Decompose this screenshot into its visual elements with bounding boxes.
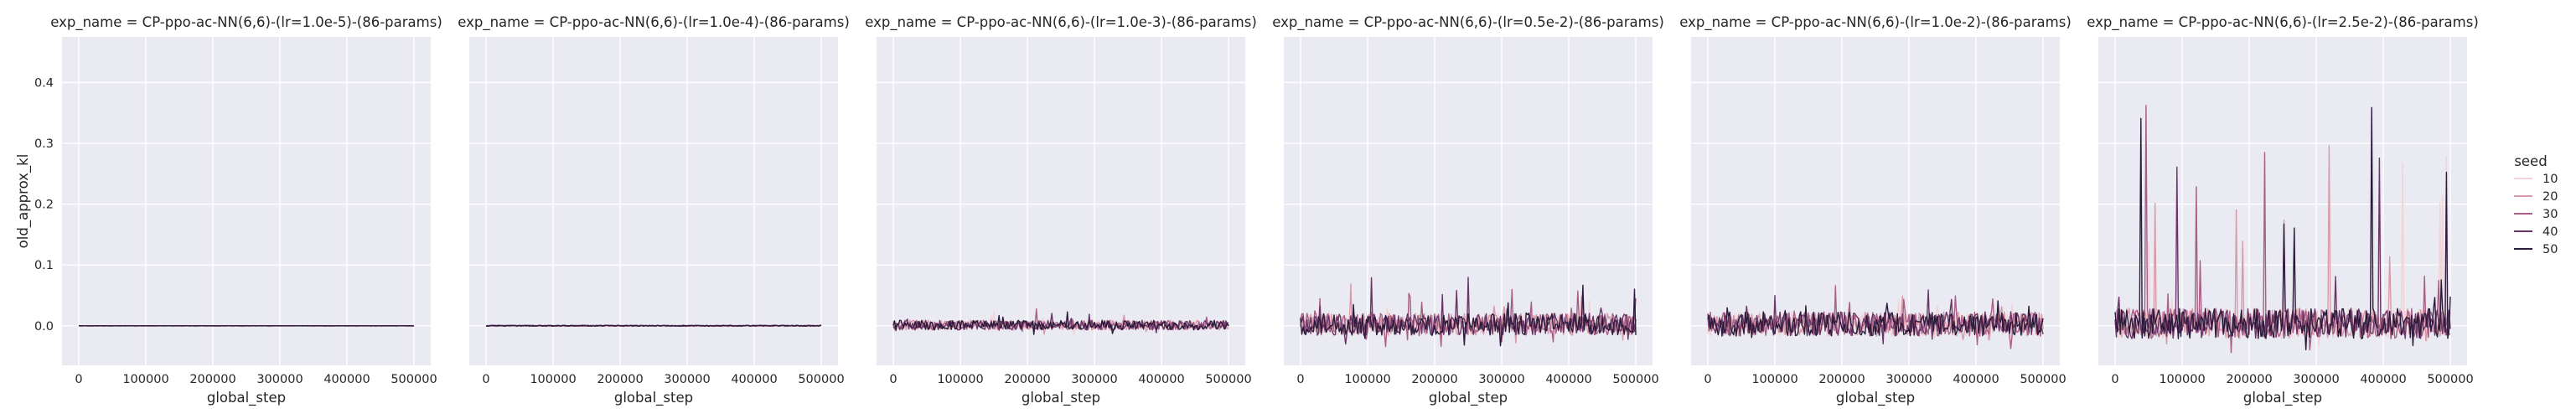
x-tick-label: 0 [1296, 373, 1304, 386]
x-axis-label: global_step [1022, 390, 1100, 406]
x-tick-label: 0 [482, 373, 489, 386]
x-tick-label: 500000 [798, 373, 844, 386]
legend-title: seed [2514, 153, 2547, 169]
x-tick-label: 100000 [1344, 373, 1390, 386]
facet-title: exp_name = CP-ppo-ac-NN(6,6)-(lr=2.5e-2)… [2087, 14, 2479, 31]
x-tick-label: 0 [889, 373, 897, 386]
series-line-seed-50 [2114, 106, 2451, 350]
legend-label-seed-10: 10 [2542, 173, 2558, 186]
x-tick-label: 400000 [1138, 373, 1184, 386]
x-tick-label: 300000 [1071, 373, 1117, 386]
x-tick-label: 500000 [2020, 373, 2066, 386]
facet-panel: exp_name = CP-ppo-ac-NN(6,6)-(lr=1.0e-5)… [15, 14, 442, 406]
x-tick-label: 200000 [2226, 373, 2272, 386]
facet-title: exp_name = CP-ppo-ac-NN(6,6)-(lr=1.0e-4)… [458, 14, 850, 31]
facet-panel: exp_name = CP-ppo-ac-NN(6,6)-(lr=1.0e-4)… [458, 14, 850, 406]
facet-title: exp_name = CP-ppo-ac-NN(6,6)-(lr=1.0e-3)… [865, 14, 1257, 31]
y-tick-label: 0.1 [34, 259, 54, 272]
x-tick-label: 500000 [2427, 373, 2473, 386]
y-axis-label: old_approx_kl [15, 154, 32, 249]
x-axis-label: global_step [1836, 390, 1915, 406]
series-line-seed-40 [1707, 289, 2044, 344]
facet-panel: exp_name = CP-ppo-ac-NN(6,6)-(lr=0.5e-2)… [1272, 14, 1664, 406]
facet-panel: exp_name = CP-ppo-ac-NN(6,6)-(lr=1.0e-3)… [865, 14, 1257, 406]
x-tick-label: 400000 [1545, 373, 1591, 386]
x-tick-label: 200000 [189, 373, 235, 386]
series-line-seed-50 [892, 311, 1229, 335]
x-tick-label: 100000 [937, 373, 983, 386]
x-tick-label: 200000 [1004, 373, 1050, 386]
series-line-seed-50 [1707, 300, 2044, 339]
x-tick-label: 0 [2111, 373, 2118, 386]
y-tick-label: 0.3 [34, 137, 54, 151]
x-tick-label: 400000 [731, 373, 777, 386]
plot-area [469, 37, 838, 365]
x-tick-label: 100000 [530, 373, 576, 386]
x-axis-label: global_step [2243, 390, 2322, 406]
legend: seed 10 20 30 40 50 [2514, 153, 2558, 256]
facet-title: exp_name = CP-ppo-ac-NN(6,6)-(lr=1.0e-2)… [1679, 14, 2072, 31]
facet-panel: exp_name = CP-ppo-ac-NN(6,6)-(lr=2.5e-2)… [2087, 14, 2479, 406]
x-tick-label: 500000 [1205, 373, 1251, 386]
y-tick-label: 0.0 [34, 320, 54, 334]
facet-panel: exp_name = CP-ppo-ac-NN(6,6)-(lr=1.0e-2)… [1679, 14, 2072, 406]
x-axis-label: global_step [614, 390, 693, 406]
plot-area [62, 37, 431, 365]
x-axis-label: global_step [1429, 390, 1508, 406]
x-tick-label: 300000 [256, 373, 303, 386]
x-tick-label: 300000 [1478, 373, 1524, 386]
plot-area [877, 37, 1245, 365]
x-axis-label: global_step [207, 390, 286, 406]
x-tick-label: 300000 [664, 373, 710, 386]
y-tick-label: 0.4 [34, 76, 54, 90]
x-tick-label: 300000 [1885, 373, 1932, 386]
legend-label-seed-50: 50 [2542, 243, 2558, 256]
x-tick-label: 400000 [323, 373, 370, 386]
x-tick-label: 400000 [1953, 373, 1999, 386]
legend-label-seed-30: 30 [2542, 208, 2558, 221]
series-line-seed-50 [485, 324, 822, 327]
x-tick-label: 400000 [2360, 373, 2406, 386]
x-tick-label: 0 [75, 373, 82, 386]
legend-label-seed-40: 40 [2542, 225, 2558, 239]
facet-title: exp_name = CP-ppo-ac-NN(6,6)-(lr=0.5e-2)… [1272, 14, 1664, 31]
x-tick-label: 300000 [2293, 373, 2339, 386]
x-tick-label: 200000 [597, 373, 643, 386]
x-tick-label: 100000 [2159, 373, 2205, 386]
x-tick-label: 200000 [1411, 373, 1457, 386]
x-tick-label: 0 [1704, 373, 1711, 386]
x-tick-label: 500000 [1612, 373, 1658, 386]
plot-area [1284, 37, 1653, 365]
x-tick-label: 500000 [391, 373, 437, 386]
x-tick-label: 200000 [1818, 373, 1865, 386]
x-tick-label: 100000 [122, 373, 168, 386]
series-line-seed-50 [1300, 284, 1637, 347]
x-tick-label: 100000 [1751, 373, 1798, 386]
facet-title: exp_name = CP-ppo-ac-NN(6,6)-(lr=1.0e-5)… [50, 14, 442, 31]
y-tick-label: 0.2 [34, 199, 54, 212]
legend-label-seed-20: 20 [2542, 190, 2558, 204]
